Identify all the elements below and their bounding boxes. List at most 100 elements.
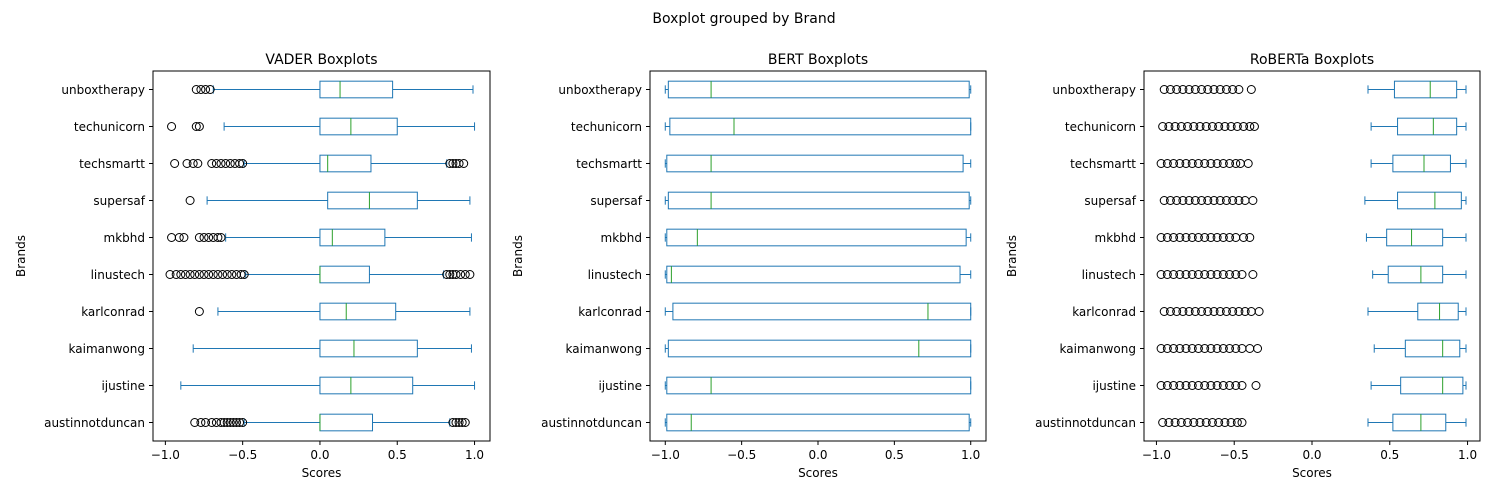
- outlier-point: [201, 85, 211, 94]
- outlier-point: [222, 418, 232, 427]
- outlier-point: [170, 159, 180, 168]
- box-techunicorn: [167, 117, 476, 136]
- outlier-point: [231, 270, 241, 279]
- outlier-point: [1172, 196, 1182, 205]
- outlier-point: [1239, 233, 1249, 242]
- y-tick-label: kaimanwong: [69, 342, 145, 356]
- x-tick-label: 0.5: [885, 448, 904, 462]
- axes-frame: [152, 70, 491, 442]
- outlier-point: [1206, 344, 1216, 353]
- outlier-point: [179, 233, 189, 242]
- outlier-point: [1200, 270, 1210, 279]
- outlier-point: [1225, 270, 1235, 279]
- outlier-point: [1246, 85, 1256, 94]
- iqr-box: [666, 376, 972, 395]
- outlier-point: [1193, 159, 1203, 168]
- outlier-point: [1218, 270, 1228, 279]
- outlier-point: [1231, 159, 1241, 168]
- chart-title: RoBERTa Boxplots: [1250, 52, 1374, 68]
- outlier-point: [1170, 418, 1180, 427]
- outlier-point: [1189, 122, 1199, 131]
- outlier-point: [1245, 122, 1255, 131]
- outlier-point: [1165, 85, 1175, 94]
- box-techunicorn: [1158, 117, 1467, 136]
- outlier-point: [1169, 159, 1179, 168]
- outlier-point: [1193, 344, 1203, 353]
- outlier-point: [445, 270, 455, 279]
- box-unboxtherapy: [664, 80, 972, 99]
- x-axis-label: Scores: [302, 466, 342, 480]
- outlier-point: [199, 233, 209, 242]
- outlier-point: [1206, 159, 1216, 168]
- chart-panel-1: −1.0 −0.5 0.0 0.5 1.0 austinnotduncan ijustine…: [14, 52, 491, 480]
- box-supersaf: [1159, 191, 1467, 210]
- outlier-point: [1175, 344, 1185, 353]
- y-axis-label: Brands: [14, 235, 28, 277]
- outlier-point: [190, 418, 200, 427]
- outlier-point: [1175, 381, 1185, 390]
- outlier-point: [445, 159, 455, 168]
- x-tick-label: −0.5: [228, 448, 257, 462]
- box-ijustine: [1156, 376, 1467, 395]
- y-tick-label: mkbhd: [1095, 231, 1136, 245]
- outlier-point: [238, 418, 248, 427]
- outlier-point: [1214, 418, 1224, 427]
- figure-suptitle: Boxplot grouped by Brand: [652, 11, 835, 27]
- outlier-point: [1237, 270, 1247, 279]
- outlier-point: [1200, 233, 1210, 242]
- outlier-point: [211, 159, 221, 168]
- outlier-point: [1237, 344, 1247, 353]
- outlier-point: [448, 159, 458, 168]
- outlier-point: [1206, 233, 1216, 242]
- outlier-point: [1221, 307, 1231, 316]
- outlier-point: [171, 270, 181, 279]
- iqr-box: [1417, 302, 1459, 321]
- outlier-point: [213, 270, 223, 279]
- outlier-point: [1162, 270, 1172, 279]
- iqr-box: [319, 265, 370, 284]
- outlier-point: [1215, 85, 1225, 94]
- outlier-point: [1190, 85, 1200, 94]
- iqr-box: [666, 265, 961, 284]
- box-austinnotduncan: [1158, 413, 1467, 432]
- iqr-box: [666, 228, 967, 247]
- outlier-point: [1169, 344, 1179, 353]
- outlier-point: [182, 159, 192, 168]
- outlier-point: [1232, 418, 1242, 427]
- y-tick-label: mkbhd: [601, 231, 642, 245]
- iqr-box: [669, 117, 972, 136]
- outlier-point: [1164, 418, 1174, 427]
- outlier-point: [1225, 381, 1235, 390]
- outlier-point: [1162, 159, 1172, 168]
- outlier-point: [1243, 159, 1253, 168]
- iqr-box: [1393, 80, 1458, 99]
- outlier-point: [1175, 270, 1185, 279]
- outlier-point: [1245, 233, 1255, 242]
- iqr-box: [1392, 413, 1447, 432]
- outlier-point: [201, 418, 211, 427]
- outlier-point: [174, 233, 184, 242]
- outlier-point: [1201, 418, 1211, 427]
- iqr-box: [1392, 154, 1451, 173]
- iqr-box: [1404, 339, 1461, 358]
- outlier-point: [451, 270, 461, 279]
- outlier-point: [1231, 270, 1241, 279]
- box-kaimanwong: [192, 339, 472, 358]
- x-tick-label: 0.5: [1380, 448, 1399, 462]
- outlier-point: [1183, 418, 1193, 427]
- box-mkbhd: [664, 228, 972, 247]
- y-tick-label: ijustine: [101, 379, 145, 393]
- y-tick-label: mkbhd: [104, 231, 145, 245]
- outlier-point: [1220, 122, 1230, 131]
- y-tick-label: linustech: [588, 268, 642, 282]
- x-tick-label: −1.0: [151, 448, 180, 462]
- outlier-point: [165, 270, 175, 279]
- outlier-point: [1187, 159, 1197, 168]
- outlier-point: [1172, 85, 1182, 94]
- outlier-point: [1201, 122, 1211, 131]
- box-austinnotduncan: [190, 413, 470, 432]
- outlier-point: [1181, 344, 1191, 353]
- iqr-box: [1400, 376, 1464, 395]
- outlier-point: [1240, 307, 1250, 316]
- y-tick-label: supersaf: [1084, 194, 1136, 208]
